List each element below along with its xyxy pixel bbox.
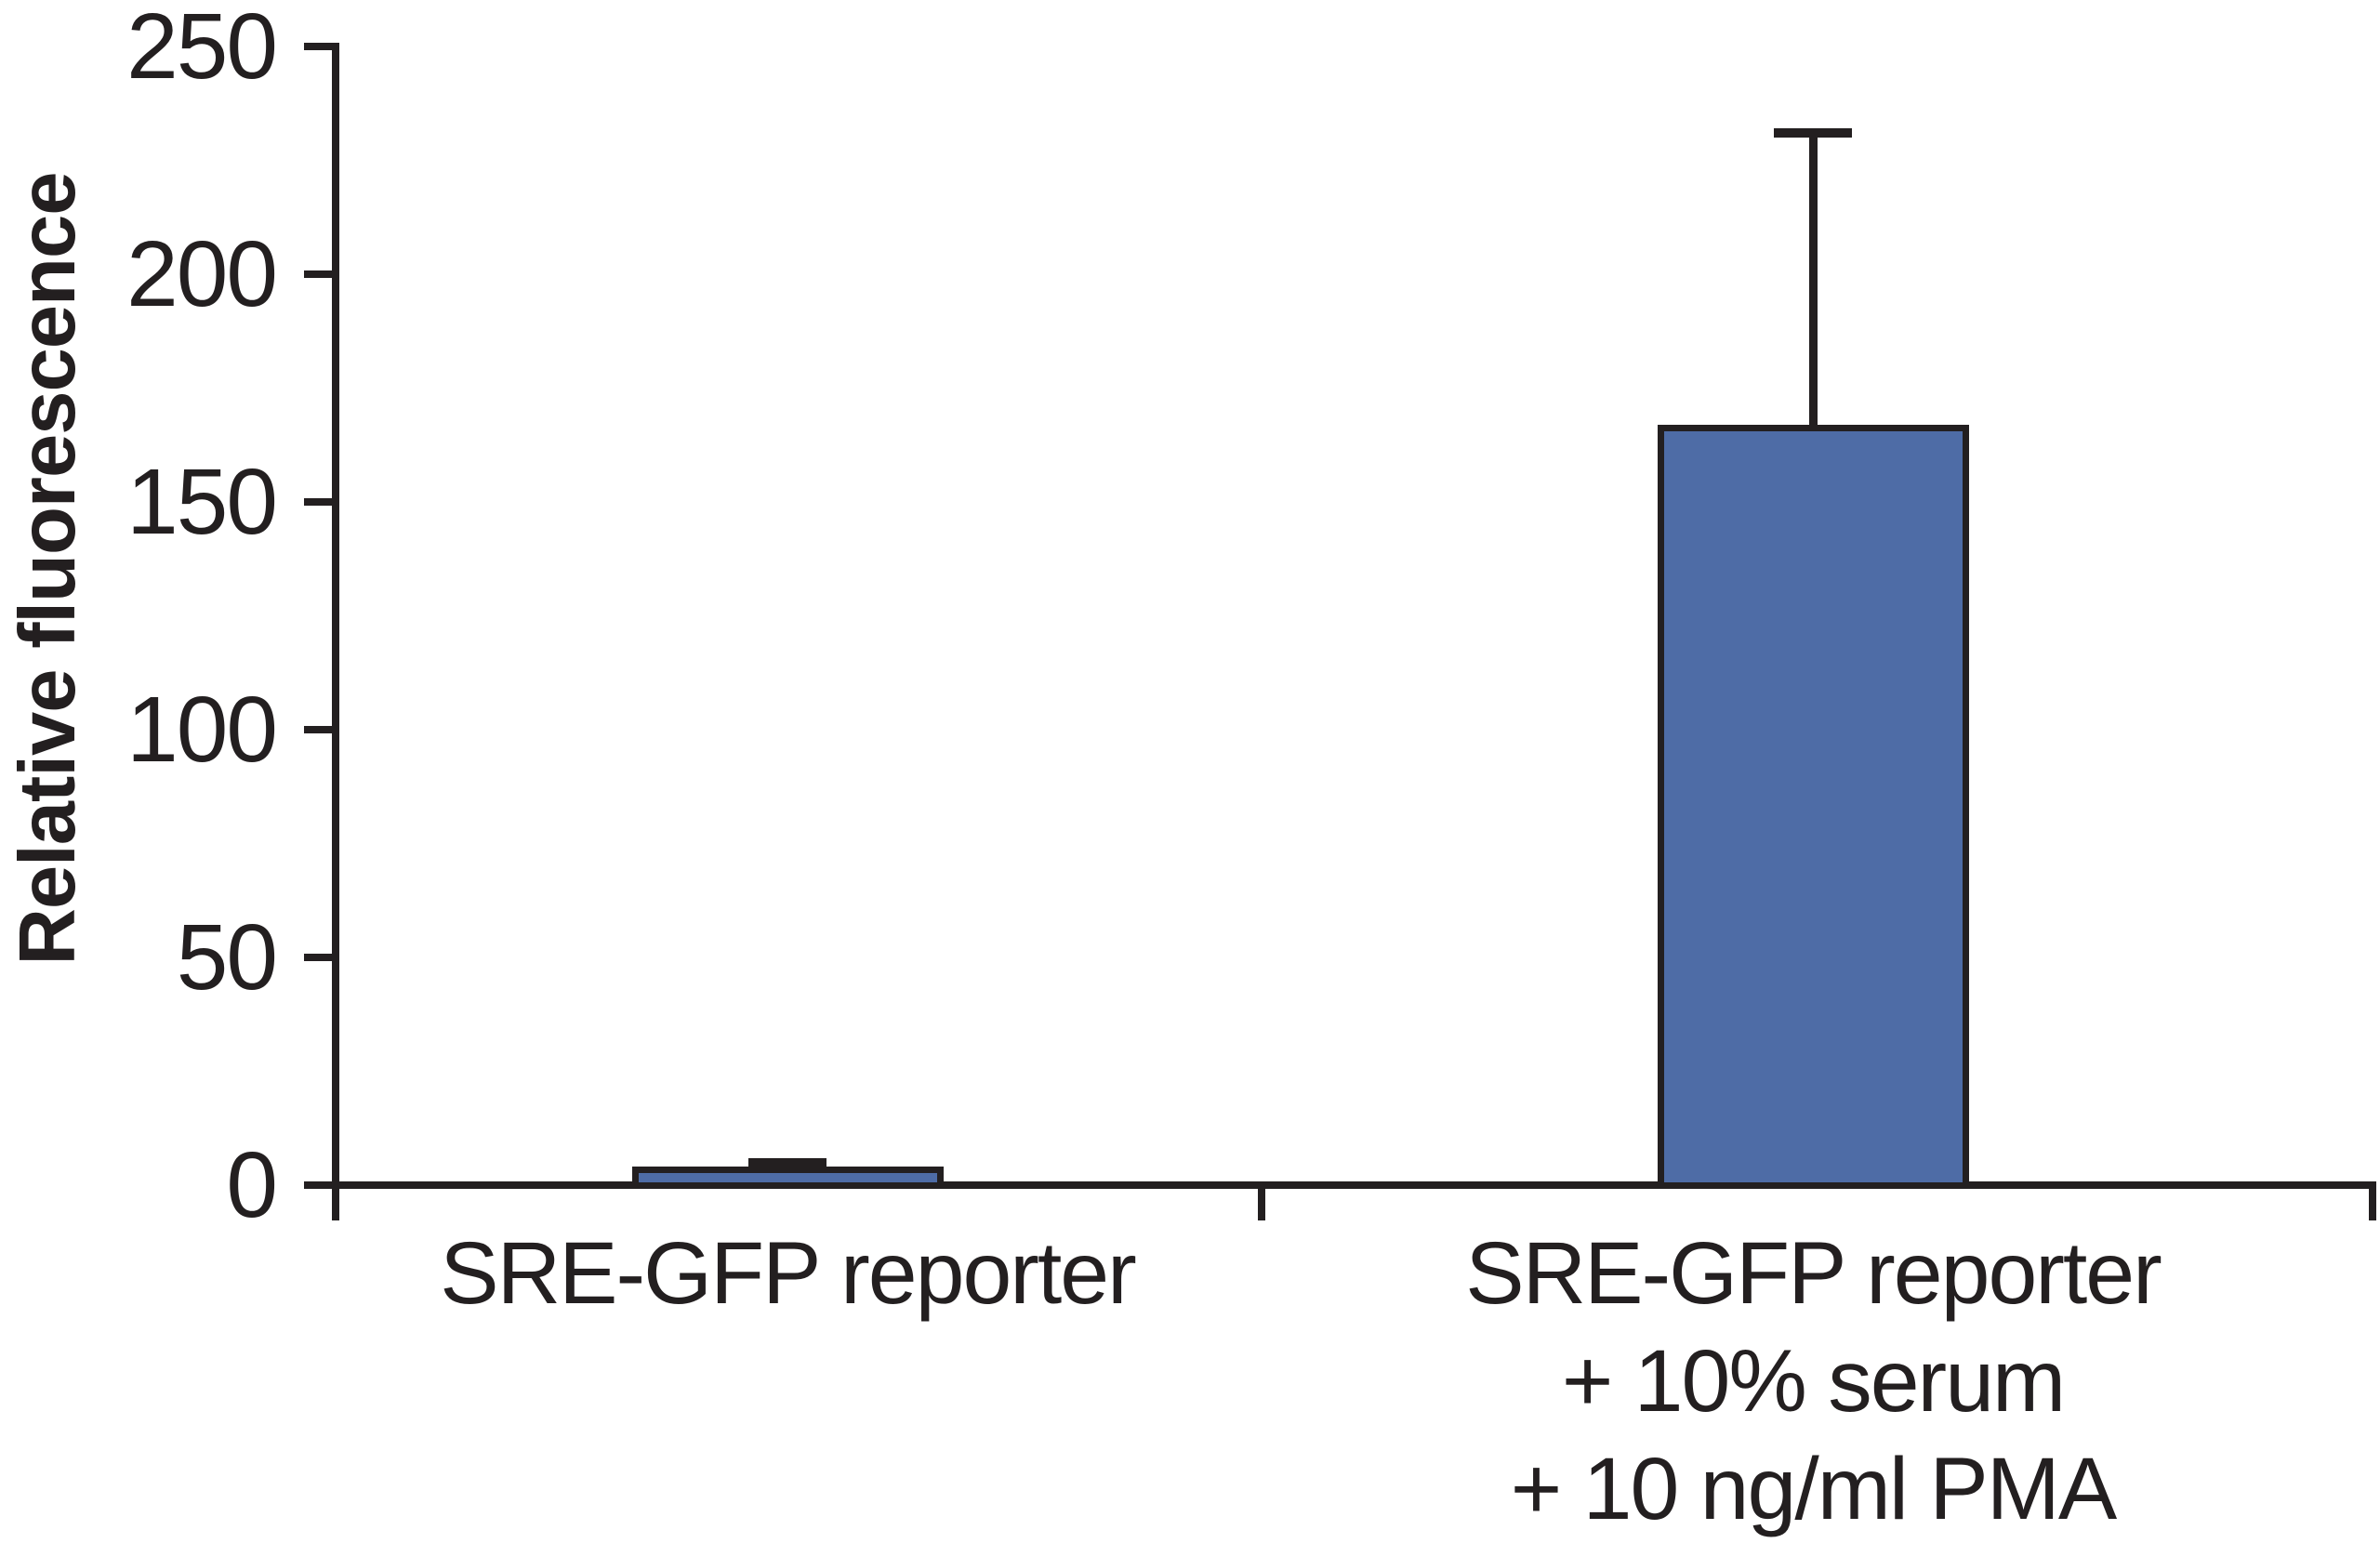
bar [1657, 424, 1969, 1189]
x-category-label-line: SRE-GFP reporter [440, 1224, 1137, 1323]
x-category-label: SRE-GFP reporter + 10% serum + 10 ng/ml PM… [1255, 1220, 2371, 1543]
y-tick [304, 726, 336, 733]
y-tick-label: 50 [176, 905, 278, 1009]
error-bar-cap [748, 1157, 826, 1167]
x-category-label-line: + 10 ng/ml PMA [1510, 1440, 2118, 1538]
x-axis-line [304, 1181, 2376, 1189]
x-category-label-line: SRE-GFP reporter [1465, 1224, 2162, 1323]
x-tick [1258, 1185, 1265, 1220]
y-tick-label: 250 [126, 0, 278, 99]
y-tick-label: 0 [226, 1133, 278, 1237]
x-tick [2369, 1185, 2376, 1220]
y-tick [304, 43, 336, 50]
y-tick-label: 150 [126, 450, 278, 554]
y-tick-label: 200 [126, 222, 278, 326]
bar [631, 1167, 944, 1189]
y-tick [304, 954, 336, 961]
y-axis-line [332, 43, 339, 1220]
x-category-label-line: + 10% serum [1561, 1332, 2066, 1431]
error-bar-cap [1774, 128, 1852, 138]
x-category-label: SRE-GFP reporter [230, 1220, 1345, 1327]
y-tick [304, 498, 336, 506]
error-bar-whisker [1808, 133, 1818, 425]
y-tick [304, 270, 336, 278]
y-tick-label: 100 [126, 678, 278, 782]
